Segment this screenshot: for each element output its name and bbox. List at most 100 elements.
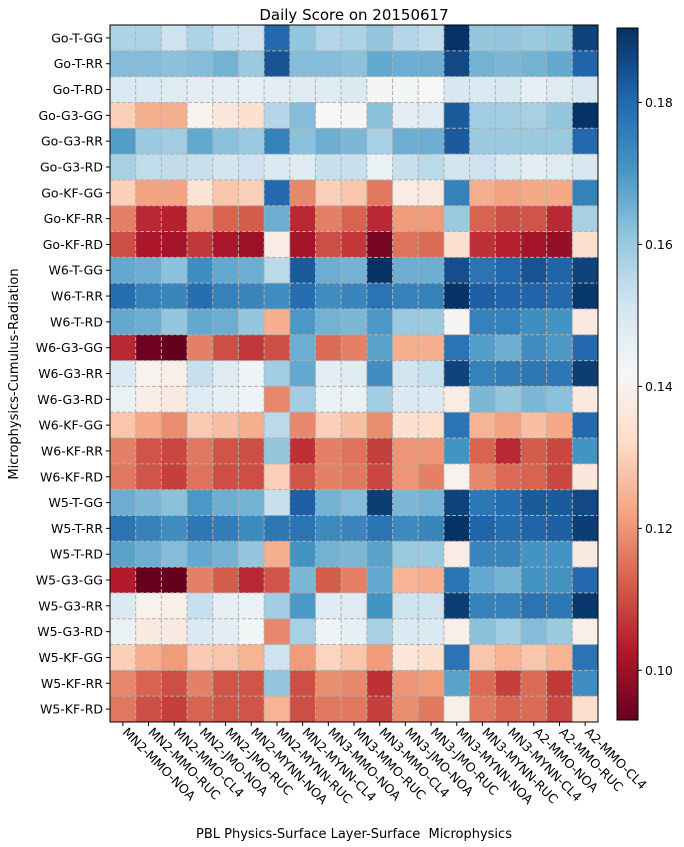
heatmap-cell — [341, 360, 368, 387]
heatmap-cell — [572, 128, 599, 155]
heatmap-cell — [135, 283, 162, 310]
heatmap-cell — [469, 205, 496, 233]
heatmap-cell — [289, 386, 316, 413]
heatmap-cell — [469, 179, 496, 207]
heatmap-cell — [161, 463, 188, 491]
heatmap-cell — [572, 489, 599, 516]
heatmap-cell — [495, 205, 522, 233]
heatmap-cell — [418, 438, 445, 465]
heatmap-cell — [546, 463, 573, 491]
heatmap-cell — [212, 515, 239, 542]
heatmap-cell — [264, 154, 291, 181]
heatmap-cell — [161, 438, 188, 465]
heatmap-cell — [110, 360, 137, 387]
heatmap-cell — [418, 360, 445, 387]
heatmap-cell — [572, 412, 599, 439]
heatmap-cell — [520, 592, 548, 620]
heatmap-cell — [418, 128, 445, 155]
y-tick-label: W5-G3-GG — [36, 573, 103, 588]
y-tick-label: W5-G3-RR — [38, 598, 103, 613]
heatmap-cell — [418, 644, 445, 671]
heatmap-cell — [546, 386, 573, 413]
heatmap-cell — [495, 257, 522, 284]
heatmap-cell — [212, 489, 239, 516]
heatmap-cell — [264, 386, 291, 413]
heatmap-cell — [110, 128, 137, 155]
heatmap-cell — [161, 154, 188, 181]
y-tick-label: Go-T-RD — [53, 82, 103, 97]
heatmap-cell — [161, 541, 188, 568]
heatmap-cell — [135, 541, 162, 568]
heatmap-cell — [546, 489, 573, 516]
heatmap-cell — [495, 463, 522, 491]
heatmap-cell — [289, 205, 316, 233]
heatmap-cell — [238, 644, 265, 671]
y-tick-label: W5-KF-RR — [41, 676, 103, 691]
heatmap-cell — [572, 567, 599, 594]
colorbar-gradient — [616, 27, 639, 721]
heatmap-cell — [443, 283, 471, 310]
heatmap-cell — [392, 257, 419, 284]
heatmap-cell — [366, 618, 394, 646]
heatmap-cell — [572, 334, 599, 362]
heatmap-cell — [495, 515, 522, 542]
heatmap-cell — [289, 670, 316, 697]
grid-lines — [110, 25, 598, 722]
heatmap-cell — [392, 205, 419, 233]
heatmap-cell — [264, 179, 291, 207]
heatmap-cell — [469, 283, 496, 310]
heatmap-cell — [469, 412, 496, 439]
heatmap-cell — [572, 76, 599, 103]
heatmap-cell — [418, 231, 445, 258]
heatmap-cell — [469, 257, 496, 284]
heatmap-cell — [315, 128, 342, 155]
heatmap-cell — [495, 334, 522, 362]
heatmap-cell — [366, 360, 394, 387]
heatmap-cell — [366, 50, 394, 78]
heatmap-cell — [546, 308, 573, 336]
heatmap-cell — [238, 179, 265, 207]
heatmap-cell — [392, 696, 419, 723]
heatmap-cell — [341, 592, 368, 620]
heatmap-cell — [187, 179, 214, 207]
heatmap-cell — [238, 541, 265, 568]
colorbar-tick-label: 0.10 — [645, 663, 673, 678]
heatmap-cell — [187, 360, 214, 387]
heatmap-cell — [187, 308, 214, 336]
y-tick-label: Go-G3-RR — [41, 134, 103, 149]
heatmap-cell — [135, 412, 162, 439]
heatmap-cell — [187, 257, 214, 284]
heatmap-cell — [161, 283, 188, 310]
heatmap-cell — [315, 334, 342, 362]
heatmap-cell — [238, 489, 265, 516]
heatmap-cell — [495, 102, 522, 129]
heatmap-cell — [572, 618, 599, 646]
heatmap-cell — [495, 179, 522, 207]
heatmap-cell — [392, 334, 419, 362]
heatmap-cell — [392, 541, 419, 568]
heatmap-cell — [212, 179, 239, 207]
heatmap-cell — [443, 463, 471, 491]
heatmap-cells — [110, 25, 599, 723]
heatmap-cell — [135, 154, 162, 181]
heatmap-cell — [110, 25, 137, 52]
heatmap-cell — [289, 567, 316, 594]
y-tick-label: W5-T-RD — [50, 547, 103, 562]
heatmap-cell — [212, 618, 239, 646]
heatmap-cell — [341, 283, 368, 310]
heatmap-cell — [572, 179, 599, 207]
heatmap-cell — [366, 644, 394, 671]
heatmap-cell — [443, 360, 471, 387]
heatmap-cell — [418, 25, 445, 52]
heatmap-cell — [315, 386, 342, 413]
heatmap-cell — [315, 489, 342, 516]
heatmap-cell — [212, 205, 239, 233]
heatmap-cell — [341, 76, 368, 103]
heatmap-cell — [264, 76, 291, 103]
heatmap-cell — [366, 154, 394, 181]
heatmap-cell — [187, 334, 214, 362]
heatmap-cell — [572, 463, 599, 491]
heatmap-cell — [520, 308, 548, 336]
heatmap-cell — [443, 179, 471, 207]
heatmap-cell — [315, 50, 342, 78]
